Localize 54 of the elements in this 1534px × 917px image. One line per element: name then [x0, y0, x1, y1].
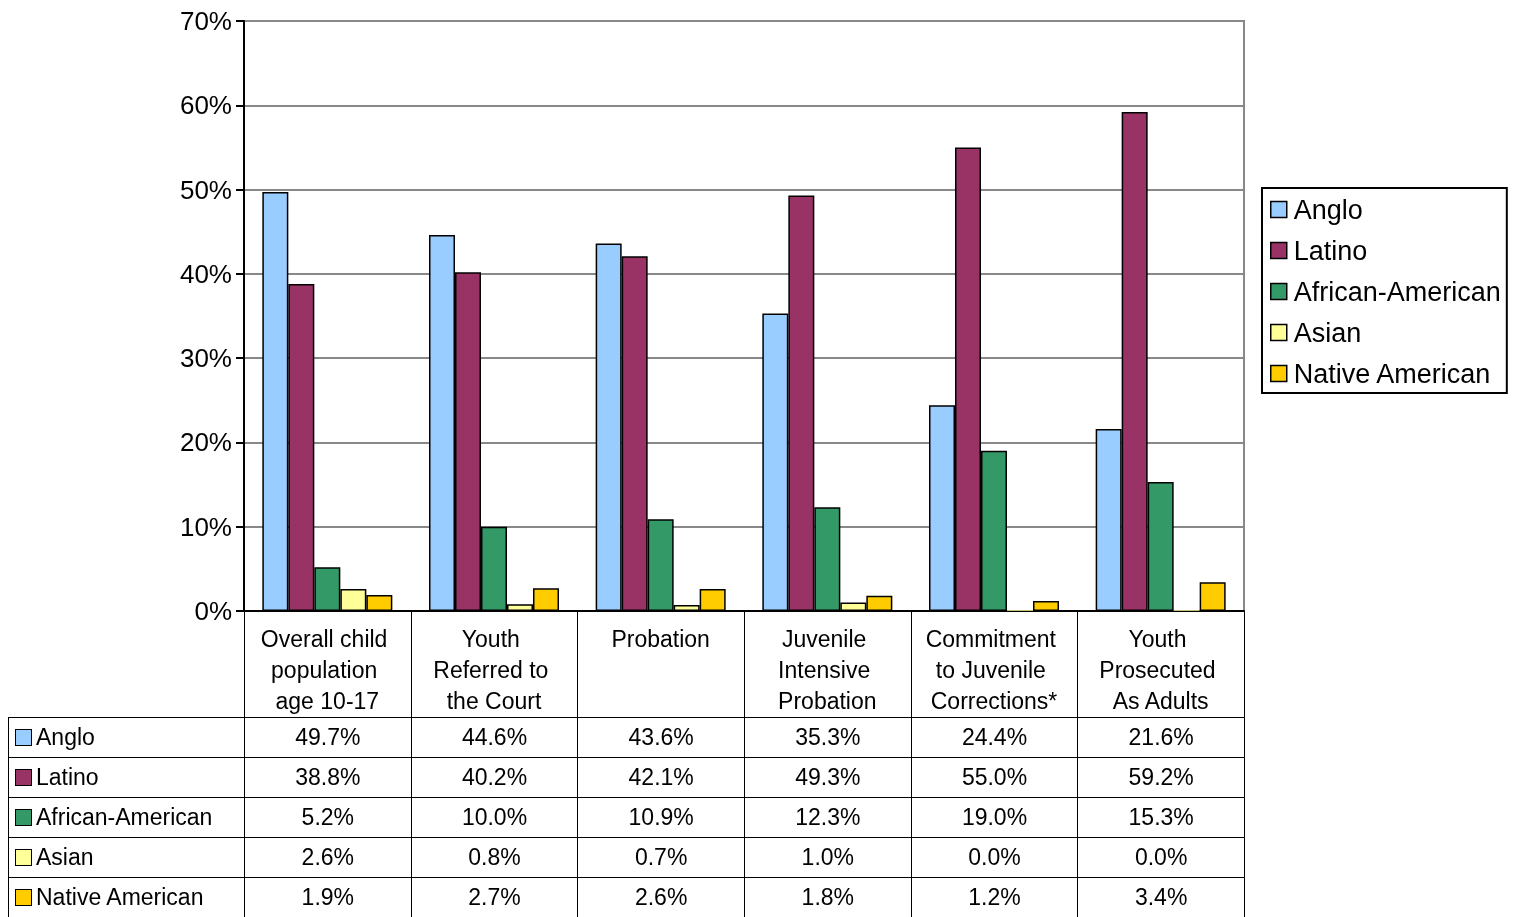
data-label: 19.0%: [910, 797, 1079, 838]
legend-label: Latino: [1293, 235, 1368, 266]
data-label: 40.2%: [410, 757, 579, 798]
x-tick-label: Overall child population age 10-17: [260, 625, 394, 714]
text: Native American: [36, 884, 204, 910]
data-label: 55.0%: [910, 757, 1079, 798]
data-label: 49.3%: [744, 757, 912, 798]
y-tick-label: 30%: [179, 343, 232, 374]
data-label: 2.6%: [244, 837, 412, 878]
data-label: 15.3%: [1077, 797, 1245, 838]
x-tick-label: Probation: [611, 625, 710, 652]
data-label: 12.3%: [744, 797, 912, 838]
x-tick-label: Commitment to Juvenile Corrections*: [925, 625, 1063, 714]
x-tick-label: Youth Referred to the Court: [433, 625, 555, 714]
y-tick-label: 70%: [179, 6, 232, 36]
data-label: 1.9%: [244, 877, 412, 917]
text: Anglo: [36, 724, 95, 750]
y-tick-label: 10%: [179, 511, 232, 542]
data-label: 0.7%: [577, 837, 745, 878]
data-label: 35.3%: [744, 717, 912, 758]
data-label: 10.9%: [577, 797, 745, 838]
legend-label: Asian: [1293, 317, 1362, 348]
data-label: 59.2%: [1077, 757, 1245, 798]
data-label: 3.4%: [1077, 877, 1245, 917]
data-label: 2.6%: [577, 877, 745, 917]
data-label: 2.7%: [410, 877, 579, 917]
legend-label: Anglo: [1293, 194, 1363, 225]
data-label: 42.1%: [577, 757, 745, 798]
x-tick-label: Juvenile Intensive Probation: [778, 625, 877, 714]
data-label: 44.6%: [410, 717, 579, 758]
text: African-American: [36, 804, 213, 830]
y-tick-label: 60%: [179, 90, 232, 121]
data-label: 49.7%: [244, 717, 412, 758]
data-label: 21.6%: [1077, 717, 1245, 758]
data-label: 1.2%: [910, 877, 1079, 917]
y-tick-label: 40%: [179, 258, 232, 289]
text: Asian: [36, 844, 94, 870]
data-label: 10.0%: [410, 797, 579, 838]
data-label: 0.8%: [410, 837, 579, 878]
text: Latino: [36, 764, 99, 790]
legend-label: Native American: [1293, 358, 1491, 389]
data-label: 1.0%: [744, 837, 912, 878]
y-tick-label: 50%: [179, 174, 232, 205]
y-tick-label: 20%: [179, 427, 232, 458]
data-label: 43.6%: [577, 717, 745, 758]
data-label: 24.4%: [910, 717, 1079, 758]
y-tick-label: 0%: [194, 596, 232, 626]
data-label: 0.0%: [910, 837, 1079, 878]
data-label: 0.0%: [1077, 837, 1245, 878]
data-label: 1.8%: [744, 877, 912, 917]
legend-label: African-American: [1293, 276, 1501, 307]
x-tick-label: Youth Prosecuted As Adults: [1099, 625, 1223, 714]
data-label: 5.2%: [244, 797, 412, 838]
data-label: 38.8%: [244, 757, 412, 798]
